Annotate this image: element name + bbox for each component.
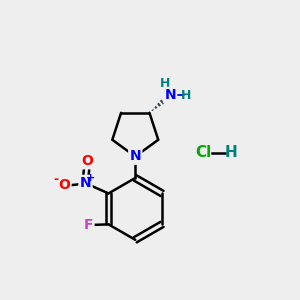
Text: N: N [130,149,141,164]
Text: F: F [84,218,93,232]
Text: N: N [80,176,91,190]
Text: H: H [181,88,191,102]
Text: +: + [86,173,95,183]
Text: H: H [225,146,237,160]
Text: Cl: Cl [195,146,211,160]
Text: O: O [81,154,93,168]
Text: -: - [54,173,59,186]
Text: N: N [164,88,176,102]
Text: H: H [160,77,170,90]
Text: O: O [58,178,70,193]
